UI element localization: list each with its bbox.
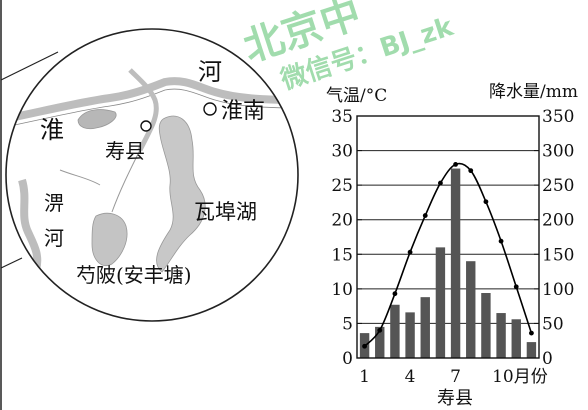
channel (111, 149, 141, 213)
plot-frame (356, 115, 540, 359)
temperature-point (498, 238, 504, 244)
right-tick-label: 200 (542, 211, 574, 231)
x-tick-label: 1 (359, 367, 370, 387)
right-tick-label: 0 (542, 349, 553, 369)
huai-river-bank (6, 88, 298, 129)
left-axis-label: 气温/°C (326, 86, 387, 106)
precipitation-bar (496, 313, 506, 358)
wabu-lake (156, 115, 206, 273)
precipitation-bars (359, 168, 537, 358)
pi-river (18, 178, 42, 272)
pi-river-label: 淠 (44, 191, 64, 215)
precipitation-bar (390, 304, 400, 358)
zoom-pointer-line (0, 51, 59, 81)
precipitation-bar (405, 312, 415, 358)
precipitation-bar (481, 293, 491, 358)
temperature-point (483, 199, 489, 205)
x-axis-ticks: 1 4 7 10月份 (359, 367, 548, 387)
shaopi-reservoir (91, 212, 128, 266)
right-axis-label: 降水量/mm (489, 82, 578, 102)
x-tick-label: 7 (450, 367, 461, 387)
map-circle-border (5, 28, 299, 322)
lake-northwest (77, 109, 117, 130)
temperature-line (364, 162, 533, 347)
right-tick-label: 300 (542, 142, 574, 162)
left-tick-label: 10 (331, 280, 353, 300)
left-tick-label: 35 (331, 107, 353, 127)
temperature-point (392, 291, 398, 297)
left-tick-label: 15 (331, 245, 353, 265)
right-tick-label: 350 (542, 107, 574, 127)
temperature-point (468, 168, 474, 174)
right-tick-label: 50 (542, 314, 564, 334)
precipitation-bar (450, 168, 461, 358)
temperature-point (438, 180, 443, 186)
temperature-point (377, 327, 383, 333)
precipitation-bar (435, 247, 446, 358)
left-tick-label: 25 (331, 176, 353, 196)
huainan-city-marker (203, 102, 217, 116)
channel (59, 169, 101, 186)
temperature-point (513, 284, 519, 290)
left-tick-label: 5 (342, 314, 353, 334)
temperature-point (422, 213, 428, 218)
chart-axes (356, 115, 540, 359)
precipitation-bar (511, 319, 521, 358)
right-tick-label: 250 (542, 176, 574, 196)
shouxian-label: 寿县 (105, 139, 145, 163)
river-label: 河 (198, 58, 222, 86)
huainan-label: 淮南 (221, 99, 265, 124)
temperature-point (362, 343, 367, 349)
precipitation-bar (526, 342, 537, 358)
climate-chart: 气温/°C 降水量/mm 0 5 10 15 20 25 30 35 0 50 100 150 200… (326, 82, 578, 409)
river-branch (128, 68, 159, 152)
pi-river-label: 河 (44, 226, 64, 250)
map-panel: 河 淮南 淮 寿县 淠 河 瓦埠湖 芍陂(安丰塘) (0, 0, 299, 410)
huai-river (6, 77, 298, 124)
temperature-point (453, 162, 458, 167)
chart-title: 寿县 (437, 388, 473, 409)
temperature-point (529, 330, 534, 336)
precipitation-bar (466, 261, 476, 358)
precipitation-bar (375, 326, 385, 358)
left-tick-label: 30 (331, 142, 353, 162)
temperature-point (407, 249, 413, 255)
shaopi-label: 芍陂(安丰塘) (76, 263, 192, 287)
left-tick-label: 20 (331, 211, 353, 231)
wabu-lake-label: 瓦埠湖 (194, 200, 257, 224)
right-tick-label: 100 (542, 280, 574, 300)
x-tick-label: 10月份 (492, 367, 548, 387)
zoom-pointer-line (0, 257, 23, 269)
precipitation-bar (420, 297, 430, 358)
huai-label: 淮 (40, 116, 64, 144)
left-tick-label: 0 (342, 349, 353, 369)
shouxian-city-marker (140, 120, 152, 132)
right-axis-ticks: 0 50 100 150 200 250 300 350 (534, 107, 574, 369)
gridlines (357, 115, 539, 324)
left-axis-ticks: 0 5 10 15 20 25 30 35 (331, 107, 362, 369)
x-tick-label: 4 (405, 367, 416, 387)
temperature-points (362, 162, 534, 349)
right-tick-label: 150 (542, 245, 574, 265)
